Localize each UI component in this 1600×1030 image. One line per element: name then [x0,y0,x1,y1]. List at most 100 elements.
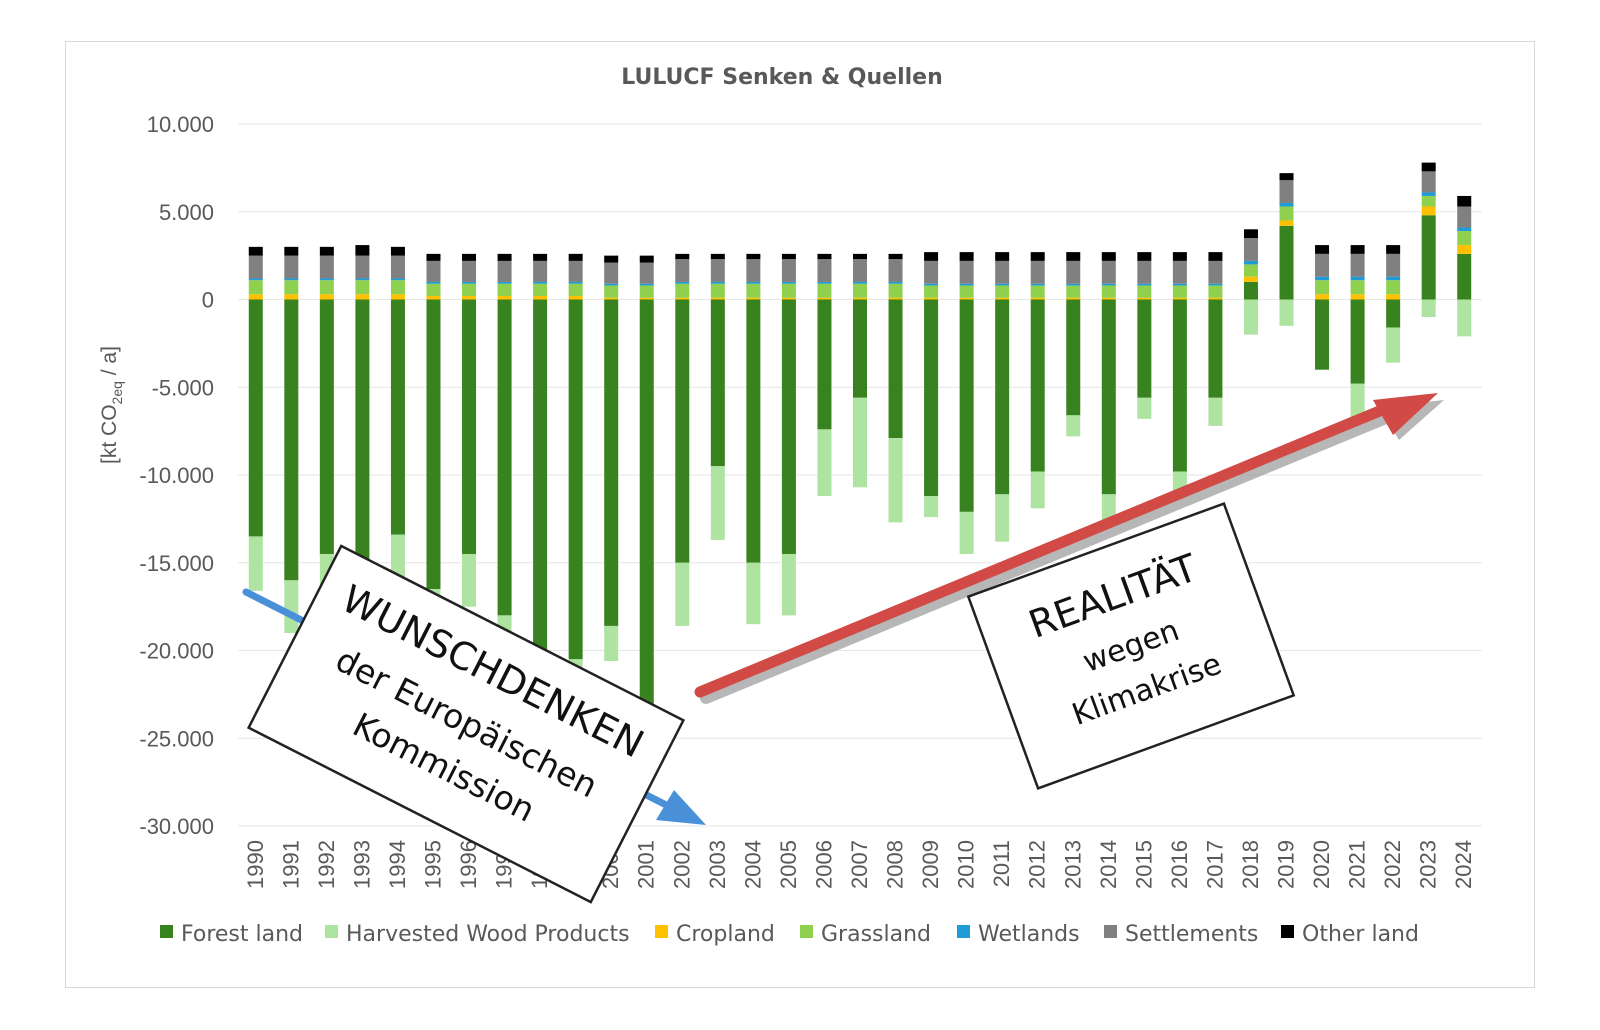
legend-swatch [800,925,813,938]
bar-segment [497,260,512,282]
bar-segment [248,280,263,295]
y-tick-label: -20.000 [139,639,214,664]
bar-segment [1386,294,1401,300]
x-tick-labels: 1990199119921993199419951996199719981999… [243,840,1476,889]
bar-segment [1421,206,1436,216]
x-tick-label: 2015 [1131,840,1156,889]
bar-segment [1457,227,1472,232]
bar-segment [390,255,405,279]
bar-segment [1208,260,1223,284]
bar-segment [355,245,370,256]
bar-segment [248,255,263,279]
bar-segment [995,285,1010,298]
bar-segment [604,297,619,300]
bar-segment [853,253,867,260]
bar-segment [710,253,725,260]
bar-segment [1279,220,1294,226]
bar-segment [817,259,832,282]
bar-segment [959,299,974,512]
bar-segment [924,252,939,261]
bar-segment [1279,206,1294,221]
bar-segment [1421,192,1436,196]
bar-segment [533,253,548,261]
x-tick-label: 2002 [669,840,694,889]
bar-segment [817,429,832,497]
bar-segment [248,278,263,281]
bar-segment [1421,162,1436,172]
bar-segment [426,253,441,261]
bar-segment [853,281,867,284]
bar-segment [888,283,903,298]
bar-segment [462,253,477,261]
bar-segment [1137,285,1152,298]
legend-swatch [1281,925,1294,938]
bar-segment [355,299,370,581]
bar-segment [1243,229,1258,239]
bar-segment [675,283,690,298]
bar-segment [1279,299,1294,326]
bar-segment [1279,180,1294,203]
bar-segment [1137,297,1152,300]
bar-segment [675,253,690,260]
bar-segment [710,299,725,467]
bar-segment [710,283,725,298]
bar-segment [1279,225,1294,300]
bar-segment [390,294,405,300]
bar-segment [639,299,654,721]
y-tick-label: -10.000 [139,463,214,488]
bar-segment [1066,252,1081,261]
bar-segment [1172,471,1187,491]
bar-segment [1350,253,1365,277]
bar-segment [1172,285,1187,298]
x-tick-label: 2004 [740,840,765,889]
x-tick-label: 2001 [634,840,659,889]
bar-segment [568,281,583,284]
y-tick-label: -30.000 [139,814,214,839]
bar-segment [639,297,654,300]
bar-segment [1030,283,1045,286]
bar-segment [1350,299,1365,384]
x-tick-label: 2005 [776,840,801,889]
bar-segment [817,299,832,430]
bar-segment [781,281,796,284]
bar-segment [604,285,619,298]
bar-segment [924,496,939,518]
bar-segment [1101,283,1116,286]
x-tick-label: 2018 [1238,840,1263,889]
bar-segment [533,283,548,296]
bar-segment [1208,285,1223,298]
reality-arrow [694,393,1444,704]
bar-segment [390,280,405,295]
x-tick-label: 2013 [1060,840,1085,889]
bar-segment [1315,294,1330,300]
x-tick-label: 2023 [1416,840,1441,889]
bar-segment [568,299,583,660]
legend-label: Harvested Wood Products [346,922,630,947]
legend-swatch [655,925,668,938]
bar-segment [1066,297,1081,300]
bar-segment [1030,297,1045,300]
bar-segment [1421,195,1436,207]
legend-swatch [1104,925,1117,938]
bar-segment [462,553,477,607]
bar-segment [675,259,690,282]
chart-svg: LULUCF Senken & Quellen [kt CO2eq / a] 1… [98,65,1482,947]
bar-segment [1243,281,1258,300]
bar-segment [533,281,548,284]
bar-segment [675,297,690,300]
bar-segment [1421,215,1436,300]
bar-segment [1066,285,1081,298]
bar-segment [995,260,1010,284]
bar-segment [426,299,441,590]
x-tick-label: 2020 [1309,840,1334,889]
bar-segment [1030,299,1045,472]
bar-segment [1208,299,1223,398]
x-tick-label: 2022 [1380,840,1405,889]
bar-segment [1386,299,1401,328]
bar-segment [604,283,619,286]
bar-segment [1208,297,1223,300]
bar-segment [1172,297,1187,300]
bar-segment [1350,280,1365,295]
bar-segment [1386,280,1401,295]
x-tick-label: 1993 [349,840,374,889]
